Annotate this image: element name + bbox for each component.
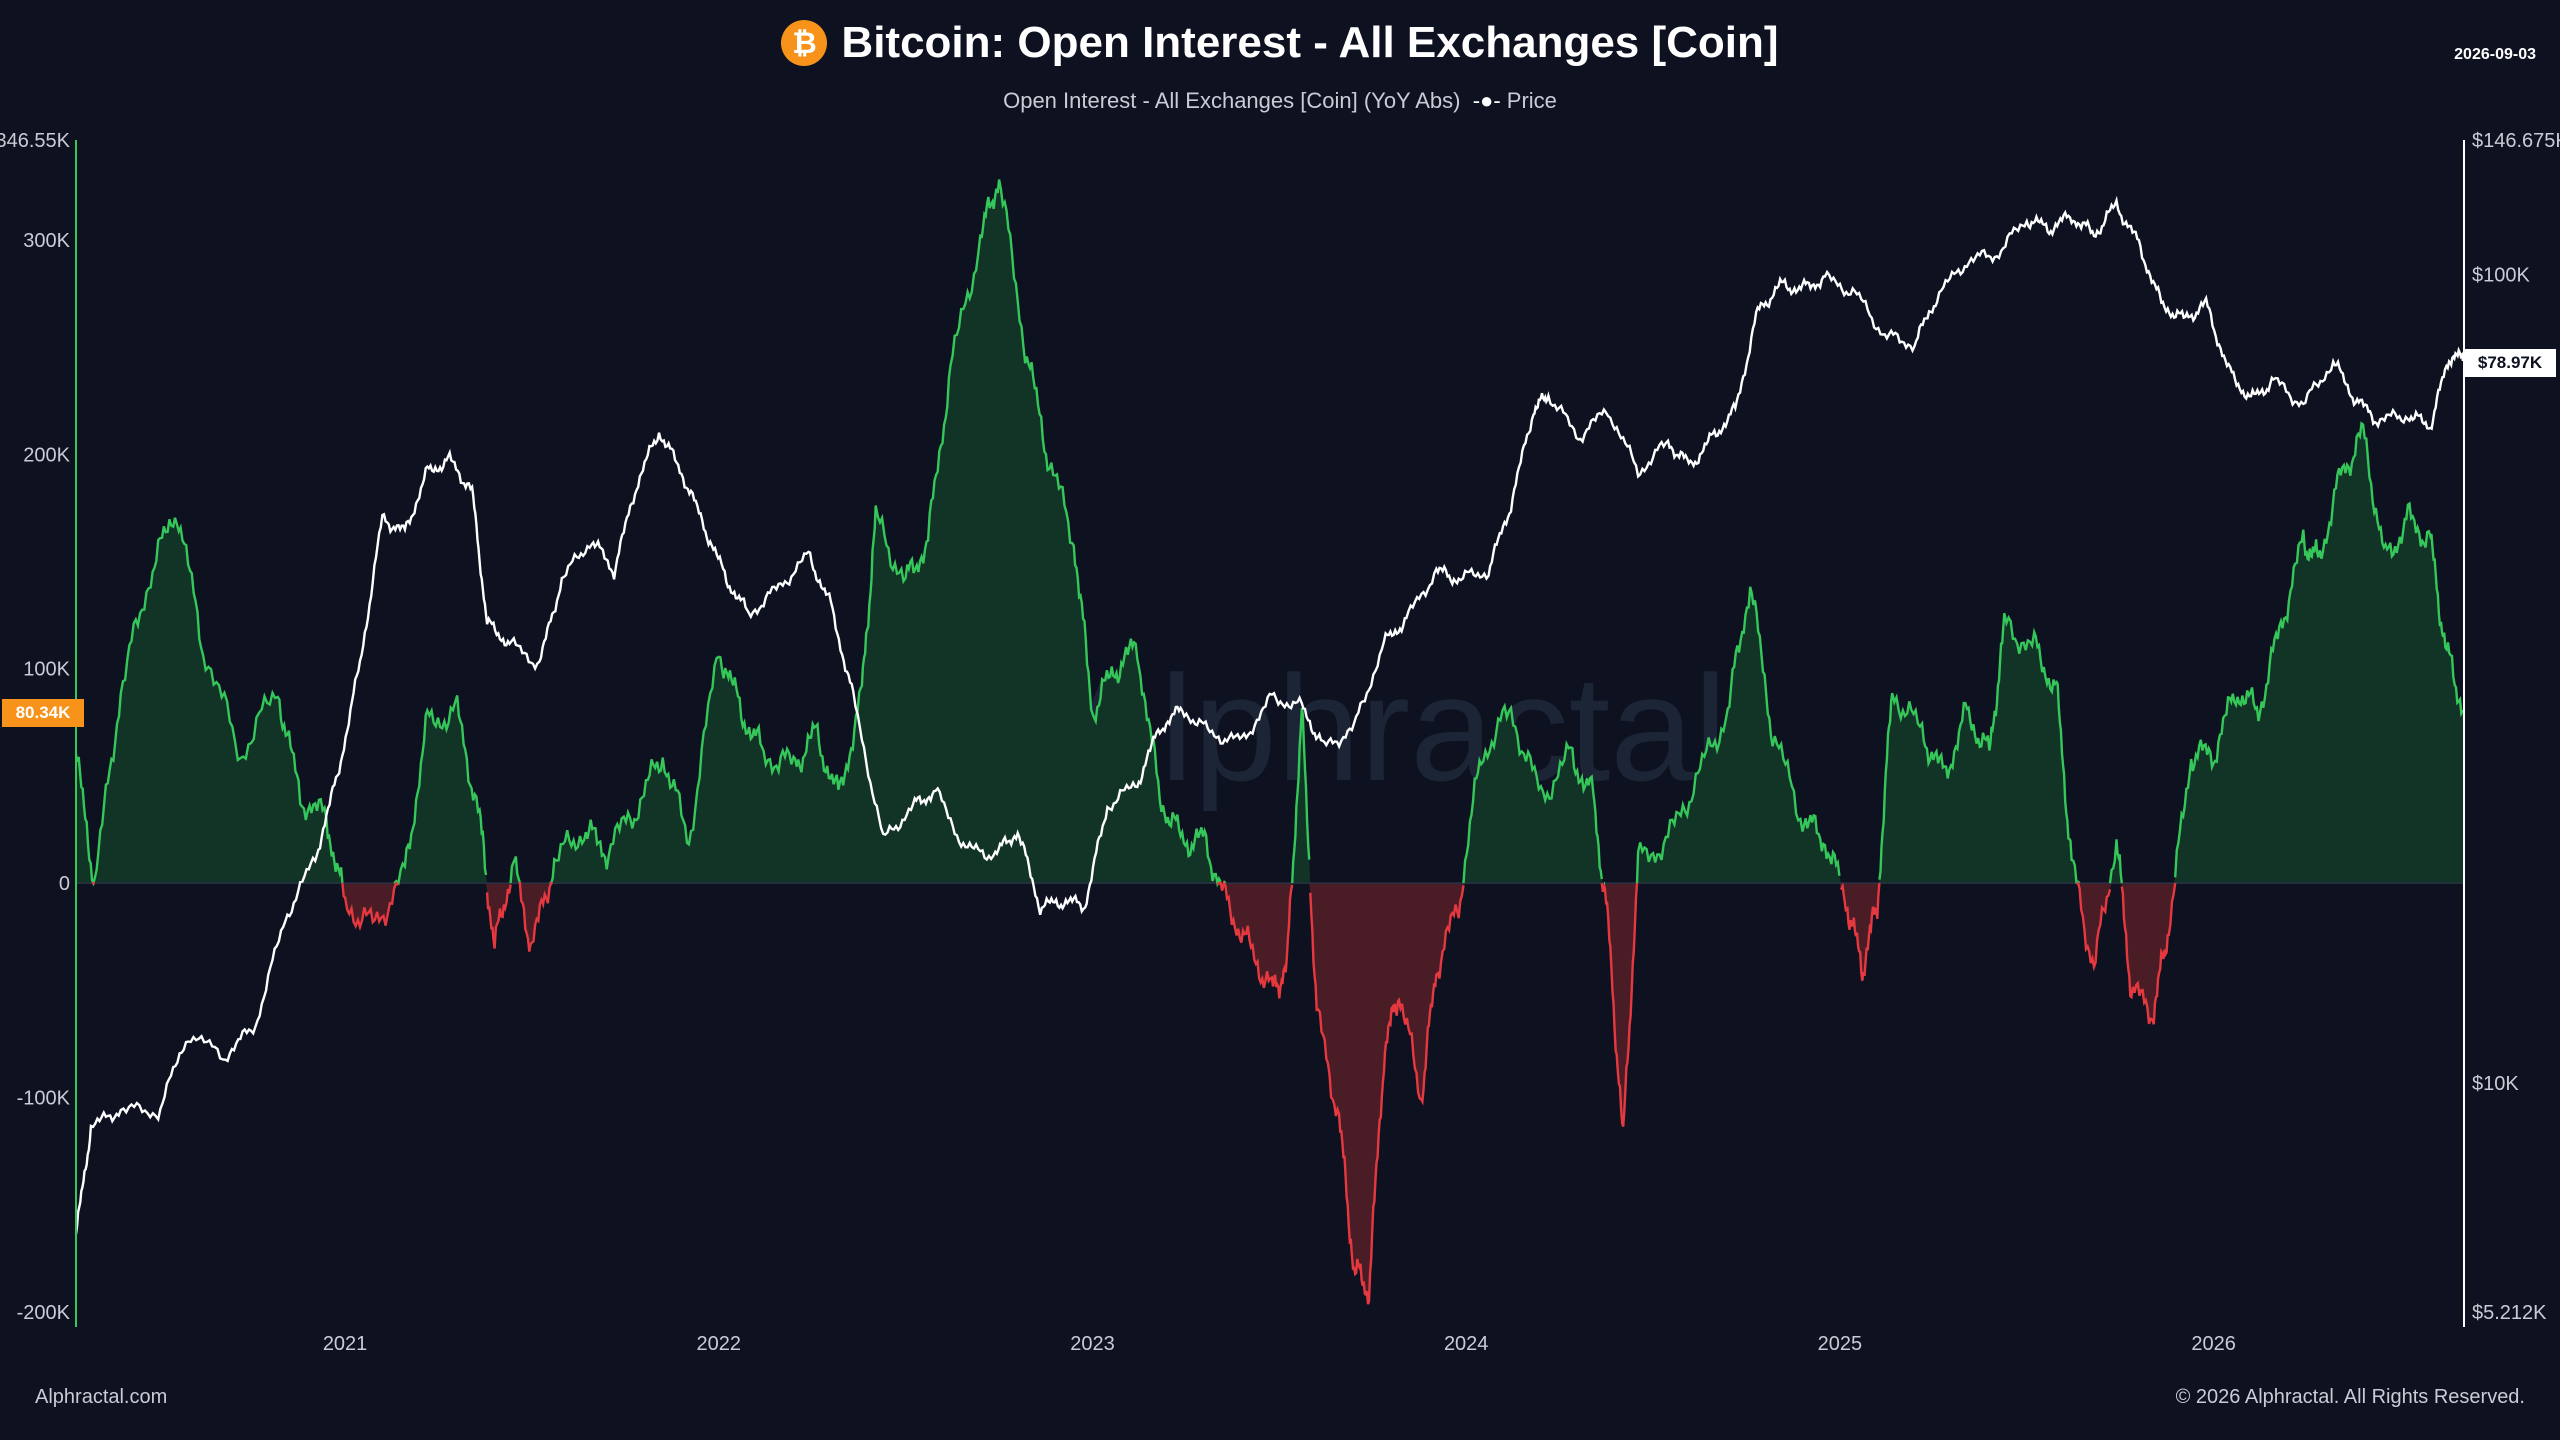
- oi-negative-line: [1309, 885, 1465, 1305]
- price-series-layer: [74, 195, 2466, 1235]
- oi-positive-line: [2174, 421, 2465, 878]
- oi-negative-line: [485, 884, 512, 949]
- chart-title-group: ₿ Bitcoin: Open Interest - All Exchanges…: [0, 18, 2560, 68]
- left-tick-label: 0: [59, 873, 70, 895]
- oi-negative-line: [1600, 882, 1639, 1127]
- x-tick-label: 2024: [1444, 1333, 1489, 1355]
- oi-negative-line: [518, 881, 553, 952]
- legend-price-marker-icon: -●-: [1466, 88, 1501, 113]
- date-label: 2026-09-03: [2454, 46, 2536, 63]
- chart-title: Bitcoin: Open Interest - All Exchanges […: [841, 18, 1779, 67]
- oi-positive-line: [1635, 586, 1841, 884]
- left-tick-label: 300K: [23, 230, 70, 252]
- current-price-badge: $78.97K: [2464, 349, 2556, 377]
- right-tick-label: $5.212K: [2472, 1302, 2547, 1324]
- legend-price-label: Price: [1506, 88, 1557, 113]
- oi-positive-line: [74, 517, 344, 887]
- current-oi-badge: 80.34K: [2, 699, 84, 727]
- oi-negative-line: [1216, 880, 1294, 999]
- oi-negative-line: [341, 881, 400, 932]
- oi-area-layer: [76, 179, 2464, 1305]
- x-tick-label: 2026: [2191, 1333, 2236, 1355]
- x-tick-label: 2021: [323, 1333, 368, 1355]
- oi-positive-area: [76, 179, 2464, 884]
- oi-positive-line: [549, 179, 1222, 888]
- left-tick-label: 200K: [23, 444, 70, 466]
- oi-negative-area: [76, 883, 2464, 1305]
- price-line: [74, 195, 2466, 1235]
- legend-oi-label: Open Interest - All Exchanges [Coin] (Yo…: [1003, 88, 1461, 113]
- left-tick-label: 100K: [23, 659, 70, 681]
- right-tick-label: $146.675K: [2472, 130, 2560, 152]
- x-tick-label: 2025: [1818, 1333, 1863, 1355]
- right-tick-label: $100K: [2472, 265, 2530, 287]
- oi-series-layer: [74, 179, 2465, 1305]
- left-tick-label: -100K: [17, 1088, 71, 1110]
- bitcoin-icon: ₿: [781, 20, 828, 66]
- copyright-text: © 2026 Alphractal. All Rights Reserved.: [2175, 1386, 2525, 1408]
- oi-negative-line: [1839, 882, 1881, 981]
- source-link[interactable]: Alphractal.com: [35, 1386, 168, 1408]
- oi-positive-line: [509, 856, 522, 884]
- x-tick-label: 2022: [697, 1333, 742, 1355]
- oi-positive-line: [2108, 839, 2123, 884]
- oi-positive-line: [1462, 702, 1603, 884]
- left-tick-label: 346.55K: [0, 130, 71, 152]
- oi-negative-line: [2120, 882, 2177, 1025]
- oi-positive-line: [1291, 707, 1311, 884]
- oi-negative-line: [2076, 881, 2112, 972]
- chart-legend: Open Interest - All Exchanges [Coin] (Yo…: [0, 88, 2560, 114]
- axes-layer: 346.55K 300K 200K 100K 0 -100K -200K $146.675K $…: [0, 130, 2560, 1355]
- watermark: Alphractal: [1060, 644, 1727, 812]
- oi-positive-line: [1878, 612, 2081, 885]
- x-tick-label: 2023: [1070, 1333, 1115, 1355]
- oi-positive-line: [393, 695, 488, 886]
- right-tick-label: $10K: [2472, 1073, 2519, 1095]
- left-tick-label: -200K: [17, 1302, 71, 1324]
